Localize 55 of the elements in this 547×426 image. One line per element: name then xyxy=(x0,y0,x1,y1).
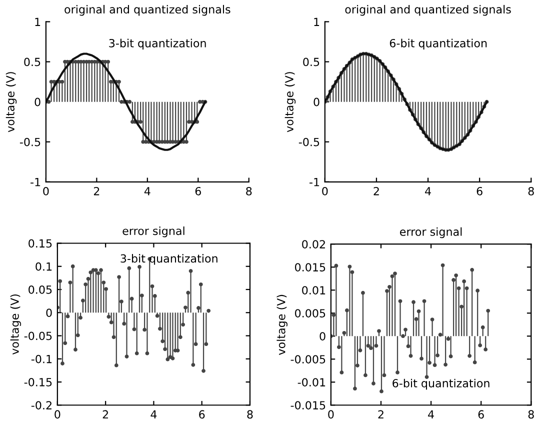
x-tick-label: 2 xyxy=(94,186,100,196)
x-tick-label: 2 xyxy=(378,410,384,418)
y-axis-title: voltage (V) xyxy=(6,72,17,132)
y-axis-title: voltage (V) xyxy=(284,72,296,132)
y-tick-label: -1 xyxy=(30,178,40,186)
x-tick-label: 8 xyxy=(247,410,253,419)
y-tick-label: 0 xyxy=(46,308,52,317)
x-tick-label: 4 xyxy=(144,187,150,196)
y-tick-label: -0.005 xyxy=(290,355,326,364)
y-tick-label: 0.05 xyxy=(28,285,52,294)
x-tick-label: 4 xyxy=(150,410,157,418)
y-tick-label: 0 xyxy=(34,98,40,106)
x-tick-label: 0 xyxy=(328,410,334,419)
y-tick-label: 0.01 xyxy=(302,286,326,294)
x-tick-label: 4 xyxy=(428,410,434,418)
y-tick-label: -0.05 xyxy=(24,332,52,340)
y-tick-label: 0.5 xyxy=(303,58,320,66)
x-tick-label: 8 xyxy=(528,410,534,419)
y-tick-label: 0.02 xyxy=(302,240,325,248)
chart-title: error signal xyxy=(122,226,184,238)
y-tick-label: -0.5 xyxy=(20,138,40,146)
y-tick-label: -0.1 xyxy=(31,354,52,364)
x-tick-label: 6 xyxy=(476,186,482,196)
y-tick-label: -1 xyxy=(310,178,320,186)
x-tick-label: 0 xyxy=(54,410,60,419)
y-axis-title: voltage (V) xyxy=(276,294,288,355)
x-tick-label: 8 xyxy=(528,186,534,196)
y-tick-label: 0.15 xyxy=(28,239,52,248)
y-tick-label: 0 xyxy=(320,332,326,340)
x-tick-label: 6 xyxy=(478,410,484,419)
y-tick-label: -0.01 xyxy=(298,378,326,386)
y-tick-label: -0.5 xyxy=(298,138,320,146)
y-tick-label: -0.2 xyxy=(31,401,52,410)
y-tick-label: 0 xyxy=(314,98,320,106)
y-tick-label: 0.5 xyxy=(24,58,40,66)
y-tick-label: -0.015 xyxy=(290,401,326,410)
x-tick-label: 4 xyxy=(425,187,431,196)
y-tick-label: 1 xyxy=(35,18,40,26)
y-tick-label: 0.1 xyxy=(36,262,52,271)
annotation: 6-bit quantization xyxy=(392,378,490,390)
y-tick-label: 1 xyxy=(314,18,320,26)
chart-title: original and quantized signals xyxy=(64,4,230,16)
chart-title: original and quantized signals xyxy=(345,4,511,16)
y-axis-title: voltage (V) xyxy=(10,294,22,355)
x-tick-label: 8 xyxy=(246,186,252,196)
annotation: 3-bit quantization xyxy=(109,38,206,50)
annotation: 6-bit quantization xyxy=(390,38,487,50)
x-tick-label: 6 xyxy=(195,186,201,196)
x-tick-label: 6 xyxy=(199,410,205,419)
chart-title: error signal xyxy=(400,227,462,238)
y-tick-label: 0.015 xyxy=(294,263,326,272)
y-tick-label: 0.005 xyxy=(294,309,326,318)
x-tick-label: 2 xyxy=(374,186,379,196)
y-tick-label: -0.15 xyxy=(24,378,52,386)
x-tick-label: 2 xyxy=(102,410,108,418)
